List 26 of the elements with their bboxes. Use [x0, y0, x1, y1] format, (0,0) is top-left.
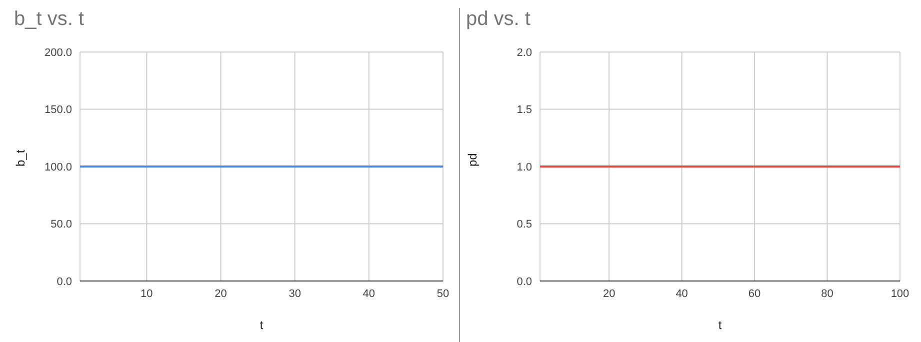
chart-title: b_t vs. t — [14, 8, 84, 31]
x-axis-title: t — [260, 318, 264, 332]
y-tick-label: 0.5 — [516, 218, 532, 231]
x-tick-label: 60 — [748, 288, 761, 300]
y-tick-label: 0.0 — [56, 276, 72, 288]
y-tick-label: 0.0 — [516, 276, 532, 288]
x-tick-label: 40 — [676, 288, 688, 300]
y-tick-label: 150.0 — [44, 104, 72, 116]
x-tick-label: 30 — [288, 288, 301, 300]
x-tick-label: 40 — [362, 288, 376, 300]
x-tick-label: 50 — [436, 288, 450, 300]
x-axis-title: t — [718, 318, 722, 332]
x-tick-label: 20 — [602, 288, 616, 300]
chart-title: pd vs. t — [466, 8, 530, 31]
y-tick-label: 50.0 — [50, 218, 72, 231]
y-tick-label: 200.0 — [44, 46, 72, 59]
y-axis-title: b_t — [13, 149, 28, 166]
x-tick-label: 20 — [214, 288, 227, 300]
y-tick-label: 2.0 — [516, 46, 532, 59]
y-tick-label: 100.0 — [44, 161, 72, 174]
y-axis-title: pd — [465, 153, 480, 166]
y-tick-label: 1.0 — [516, 161, 532, 174]
x-tick-label: 10 — [140, 288, 153, 300]
x-tick-label: 80 — [821, 288, 834, 300]
y-tick-label: 1.5 — [516, 104, 532, 116]
x-tick-label: 100 — [890, 288, 910, 300]
